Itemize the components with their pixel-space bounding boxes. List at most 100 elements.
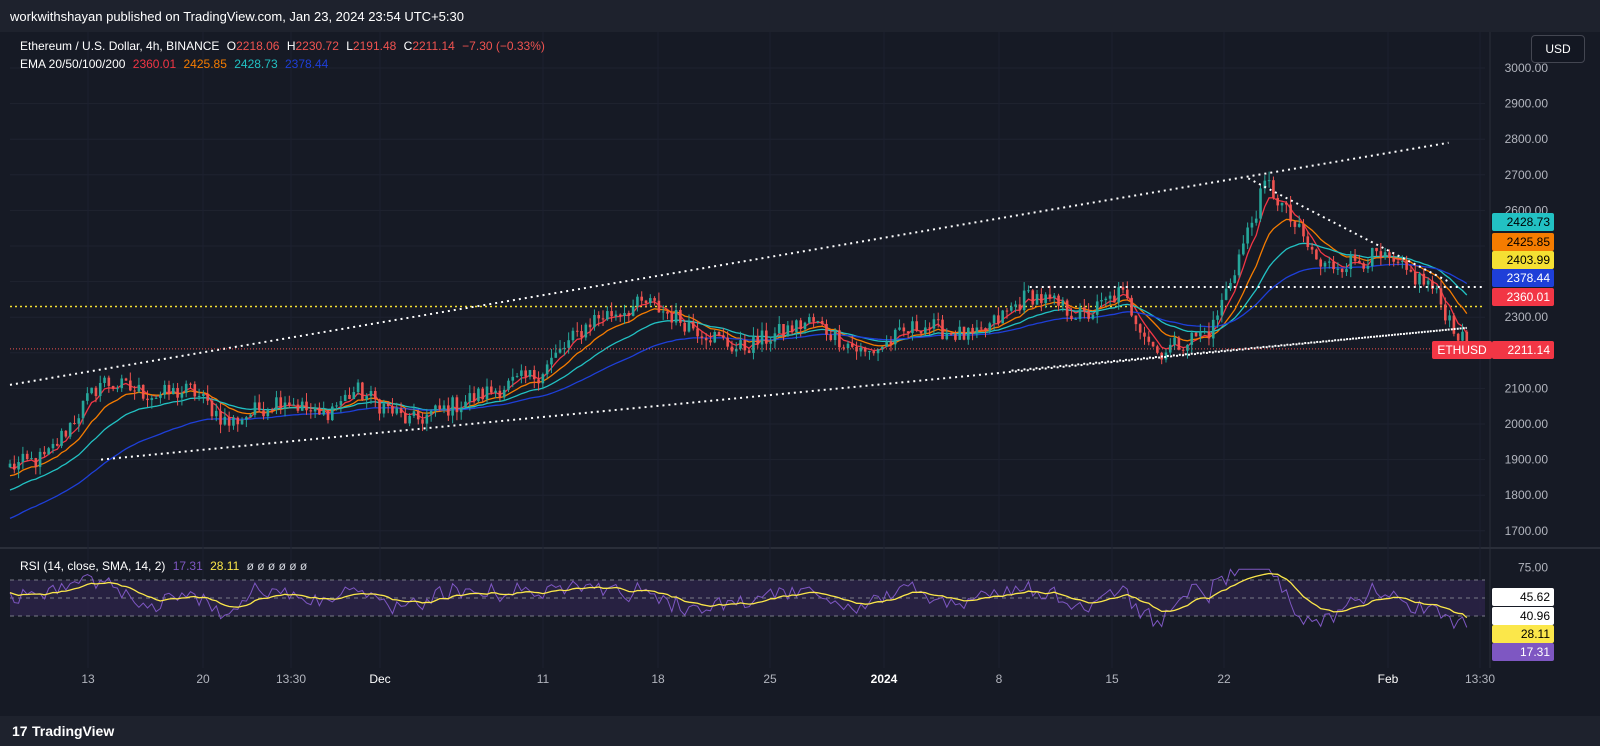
- candle-body: [219, 410, 222, 425]
- grid: [0, 32, 1600, 668]
- candle-body: [1061, 300, 1065, 306]
- price-labels: 2428.73 2425.85 2403.99 2378.44 2360.01 ETHUS…: [1432, 213, 1554, 661]
- ema-label[interactable]: EMA 20/50/100/200: [20, 57, 126, 71]
- candle-body: [838, 330, 841, 348]
- candle-body: [326, 409, 330, 421]
- high-label: H: [286, 39, 296, 53]
- candle-body: [614, 314, 618, 317]
- candle-body: [502, 389, 506, 398]
- candle-body: [481, 388, 485, 400]
- candle-body: [257, 402, 261, 411]
- candle-body: [631, 306, 635, 316]
- time-tick-label: Dec: [369, 672, 390, 686]
- candle-body: [1242, 243, 1245, 255]
- candle-body: [679, 309, 682, 323]
- candle-body: [421, 419, 424, 424]
- candle-body: [803, 322, 807, 330]
- candle-body: [674, 309, 678, 323]
- tradingview-logo-icon: 17: [12, 723, 28, 739]
- candle-body: [1095, 301, 1099, 315]
- candle-body: [133, 390, 136, 392]
- price-label-tag: [1492, 251, 1554, 269]
- candle-body: [769, 341, 772, 344]
- candle-body: [369, 391, 373, 397]
- candle-body: [416, 411, 420, 420]
- price-label-value: 2360.01: [1507, 290, 1551, 304]
- ema100-line: [9, 242, 1468, 491]
- candle-body: [1229, 282, 1232, 289]
- time-axis[interactable]: 13 20 13:30 Dec 11 18 25 2024 8 15 22 Feb 13:30: [81, 672, 1495, 686]
- candle-body: [726, 337, 729, 347]
- candle-body: [1199, 331, 1202, 337]
- rsi-lines: [9, 568, 1468, 630]
- ema200-line: [9, 263, 1468, 519]
- candle-body: [1190, 332, 1194, 345]
- candle-body: [447, 405, 450, 416]
- symbol-label[interactable]: Ethereum / U.S. Dollar, 4h, BINANCE: [20, 39, 220, 53]
- candle-body: [210, 400, 214, 417]
- candle-body: [1233, 275, 1237, 283]
- candle-body: [683, 322, 686, 332]
- price-tick-label: 2100.00: [1505, 381, 1549, 395]
- candle-body: [984, 328, 987, 331]
- candle-body: [528, 370, 532, 377]
- open-label: O: [226, 39, 237, 53]
- candle-body: [537, 379, 540, 384]
- candle-body: [477, 388, 480, 402]
- candle-body: [309, 410, 313, 412]
- candle-body: [820, 321, 824, 324]
- close-value: 2211.14: [412, 39, 455, 53]
- candle-body: [825, 323, 828, 335]
- candle-body: [81, 400, 85, 419]
- candle-body: [881, 346, 884, 350]
- candle-body: [464, 401, 467, 408]
- lower-channel-trendline: [100, 326, 1467, 461]
- currency-button[interactable]: USD: [1531, 35, 1585, 63]
- candle-body: [859, 347, 863, 352]
- candle-body: [103, 377, 106, 383]
- rsi-label-tag: [1492, 625, 1554, 643]
- price-label-value: 2428.73: [1507, 215, 1551, 229]
- price-tick-label: 3000.00: [1505, 61, 1549, 75]
- candle-body: [55, 443, 59, 446]
- low-label: L: [346, 39, 353, 53]
- rsi-tick-label: 75.00: [1518, 561, 1548, 575]
- upper-channel-trendline: [9, 141, 1449, 386]
- rsi-label[interactable]: RSI (14, close, SMA, 14, 2): [20, 559, 166, 573]
- price-tick-label: 1700.00: [1505, 524, 1549, 538]
- candle-body: [1332, 261, 1335, 270]
- candle-body: [494, 390, 497, 393]
- price-axis[interactable]: 3000.002900.002800.002700.002600.002500.…: [1505, 61, 1549, 575]
- rsi-label-value: 45.62: [1520, 590, 1550, 604]
- candle-body: [197, 395, 201, 397]
- candle-body: [292, 404, 295, 406]
- candle-body: [1087, 311, 1090, 319]
- candle-body: [330, 406, 334, 421]
- candle-body: [1461, 331, 1464, 341]
- candle-body: [1297, 223, 1301, 227]
- candle-body: [593, 315, 596, 328]
- candle-body: [245, 417, 248, 420]
- candle-body: [584, 324, 588, 338]
- candle-body: [322, 409, 326, 415]
- candle-body: [919, 330, 923, 334]
- time-tick-label: 11: [537, 672, 550, 686]
- candle-body: [1370, 247, 1374, 266]
- candle-body: [790, 325, 794, 333]
- tradingview-logo[interactable]: 17 TradingView: [12, 723, 114, 739]
- candle-body: [730, 346, 734, 352]
- candle-body: [386, 403, 390, 407]
- candle-body: [1310, 246, 1314, 250]
- candle-body: [610, 311, 613, 317]
- trendlines: [9, 141, 1485, 461]
- candle-body: [1362, 263, 1365, 269]
- rsi-label-value: 17.31: [1520, 645, 1550, 659]
- rsi-sma-line: [9, 572, 1468, 619]
- rsi-extra: ø ø ø ø ø ø: [246, 559, 308, 573]
- time-tick-label: 22: [1217, 672, 1231, 686]
- candle-body: [756, 335, 760, 345]
- footer-bar: 17 TradingView: [0, 716, 1600, 746]
- price-tick-label: 2800.00: [1505, 132, 1549, 146]
- price-tick-label: 2700.00: [1505, 168, 1549, 182]
- candle-body: [807, 317, 811, 323]
